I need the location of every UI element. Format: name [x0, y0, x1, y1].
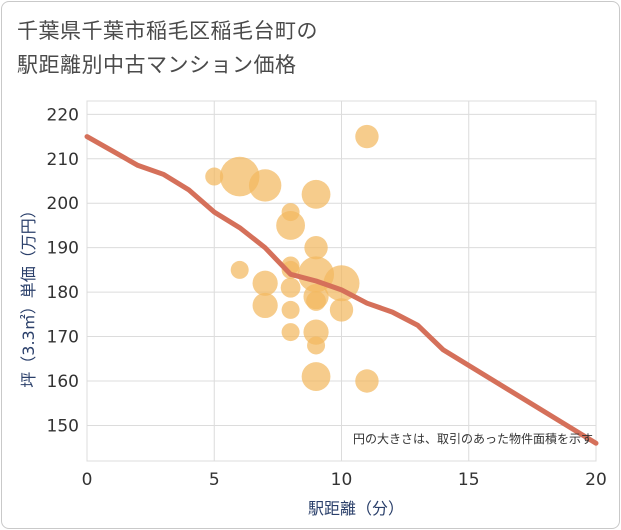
chart-title-line-1: 千葉県千葉市稲毛区稲毛台町の: [17, 19, 318, 43]
data-point: [230, 260, 249, 279]
chart-title: 千葉県千葉市稲毛区稲毛台町の 駅距離別中古マンション価格: [17, 14, 537, 82]
y-tick-label: 160: [47, 372, 79, 392]
bubble-size-note: 円の大きさは、取引のあった物件面積を示す: [353, 431, 593, 446]
data-point: [329, 298, 354, 322]
y-axis-label: 坪（3.3㎡）単価（万円）: [19, 202, 38, 387]
x-tick-label: 10: [331, 470, 353, 490]
data-point: [281, 300, 300, 319]
data-point: [252, 292, 278, 319]
data-point: [252, 270, 278, 296]
data-point: [355, 369, 379, 393]
data-point: [307, 336, 326, 355]
x-tick-label: 0: [82, 470, 93, 490]
data-point: [205, 167, 224, 186]
data-point: [276, 211, 305, 240]
data-point: [248, 169, 282, 202]
bubble-series: [205, 124, 379, 393]
trend-line: [84, 134, 599, 446]
grid-lines: [86, 100, 597, 462]
x-axis-label: 駅距離（分）: [308, 499, 404, 518]
data-point: [281, 323, 300, 342]
x-tick-label: 15: [458, 470, 480, 490]
data-point: [301, 362, 331, 391]
y-tick-label: 190: [47, 239, 79, 259]
x-tick-label: 5: [209, 470, 220, 490]
y-tick-label: 150: [47, 416, 79, 436]
data-point: [306, 291, 326, 311]
data-point: [301, 179, 331, 209]
y-tick-label: 170: [47, 328, 79, 348]
data-point: [355, 124, 379, 149]
y-tick-label: 200: [47, 194, 79, 214]
tick-labels: 0 5 10 15 20 150 160 170 180 190 200 210 220: [47, 105, 607, 490]
chart-title-line-2: 駅距離別中古マンション価格: [17, 53, 297, 77]
y-tick-label: 220: [47, 105, 79, 125]
data-point: [303, 319, 329, 345]
y-tick-label: 210: [47, 150, 79, 170]
trend-series: [84, 134, 599, 446]
y-tick-label: 180: [47, 283, 79, 303]
x-tick-label: 20: [585, 470, 607, 490]
data-point: [304, 235, 328, 260]
data-point: [280, 277, 301, 298]
